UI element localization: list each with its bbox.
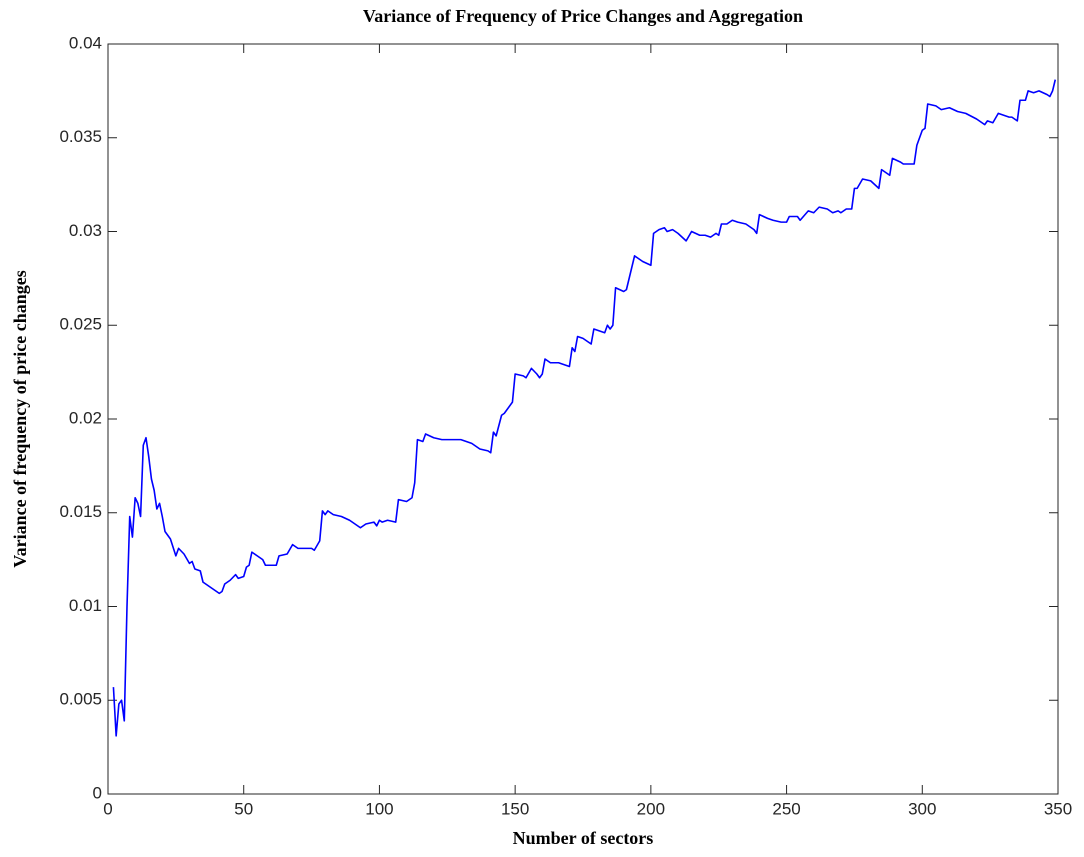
x-tick-label: 0	[103, 799, 112, 818]
x-tick-label: 300	[908, 799, 936, 818]
chart-title: Variance of Frequency of Price Changes a…	[363, 6, 803, 26]
y-tick-label: 0.035	[59, 127, 102, 146]
x-tick-label: 150	[501, 799, 529, 818]
y-axis-label: Variance of frequency of price changes	[10, 270, 30, 567]
y-tick-label: 0.03	[69, 221, 102, 240]
x-tick-label: 250	[772, 799, 800, 818]
data-line	[112, 79, 1057, 737]
y-tick-label: 0.015	[59, 502, 102, 521]
x-tick-label: 200	[637, 799, 665, 818]
x-tick-label: 350	[1044, 799, 1072, 818]
y-tick-label: 0.02	[69, 408, 102, 427]
y-tick-label: 0.04	[69, 33, 102, 52]
y-tick-label: 0.01	[69, 596, 102, 615]
y-tick-label: 0.025	[59, 315, 102, 334]
x-axis-label: Number of sectors	[513, 828, 654, 848]
y-tick-label: 0.005	[59, 690, 102, 709]
x-tick-label: 100	[365, 799, 393, 818]
x-tick-label: 50	[234, 799, 253, 818]
y-tick-label: 0	[93, 783, 102, 802]
